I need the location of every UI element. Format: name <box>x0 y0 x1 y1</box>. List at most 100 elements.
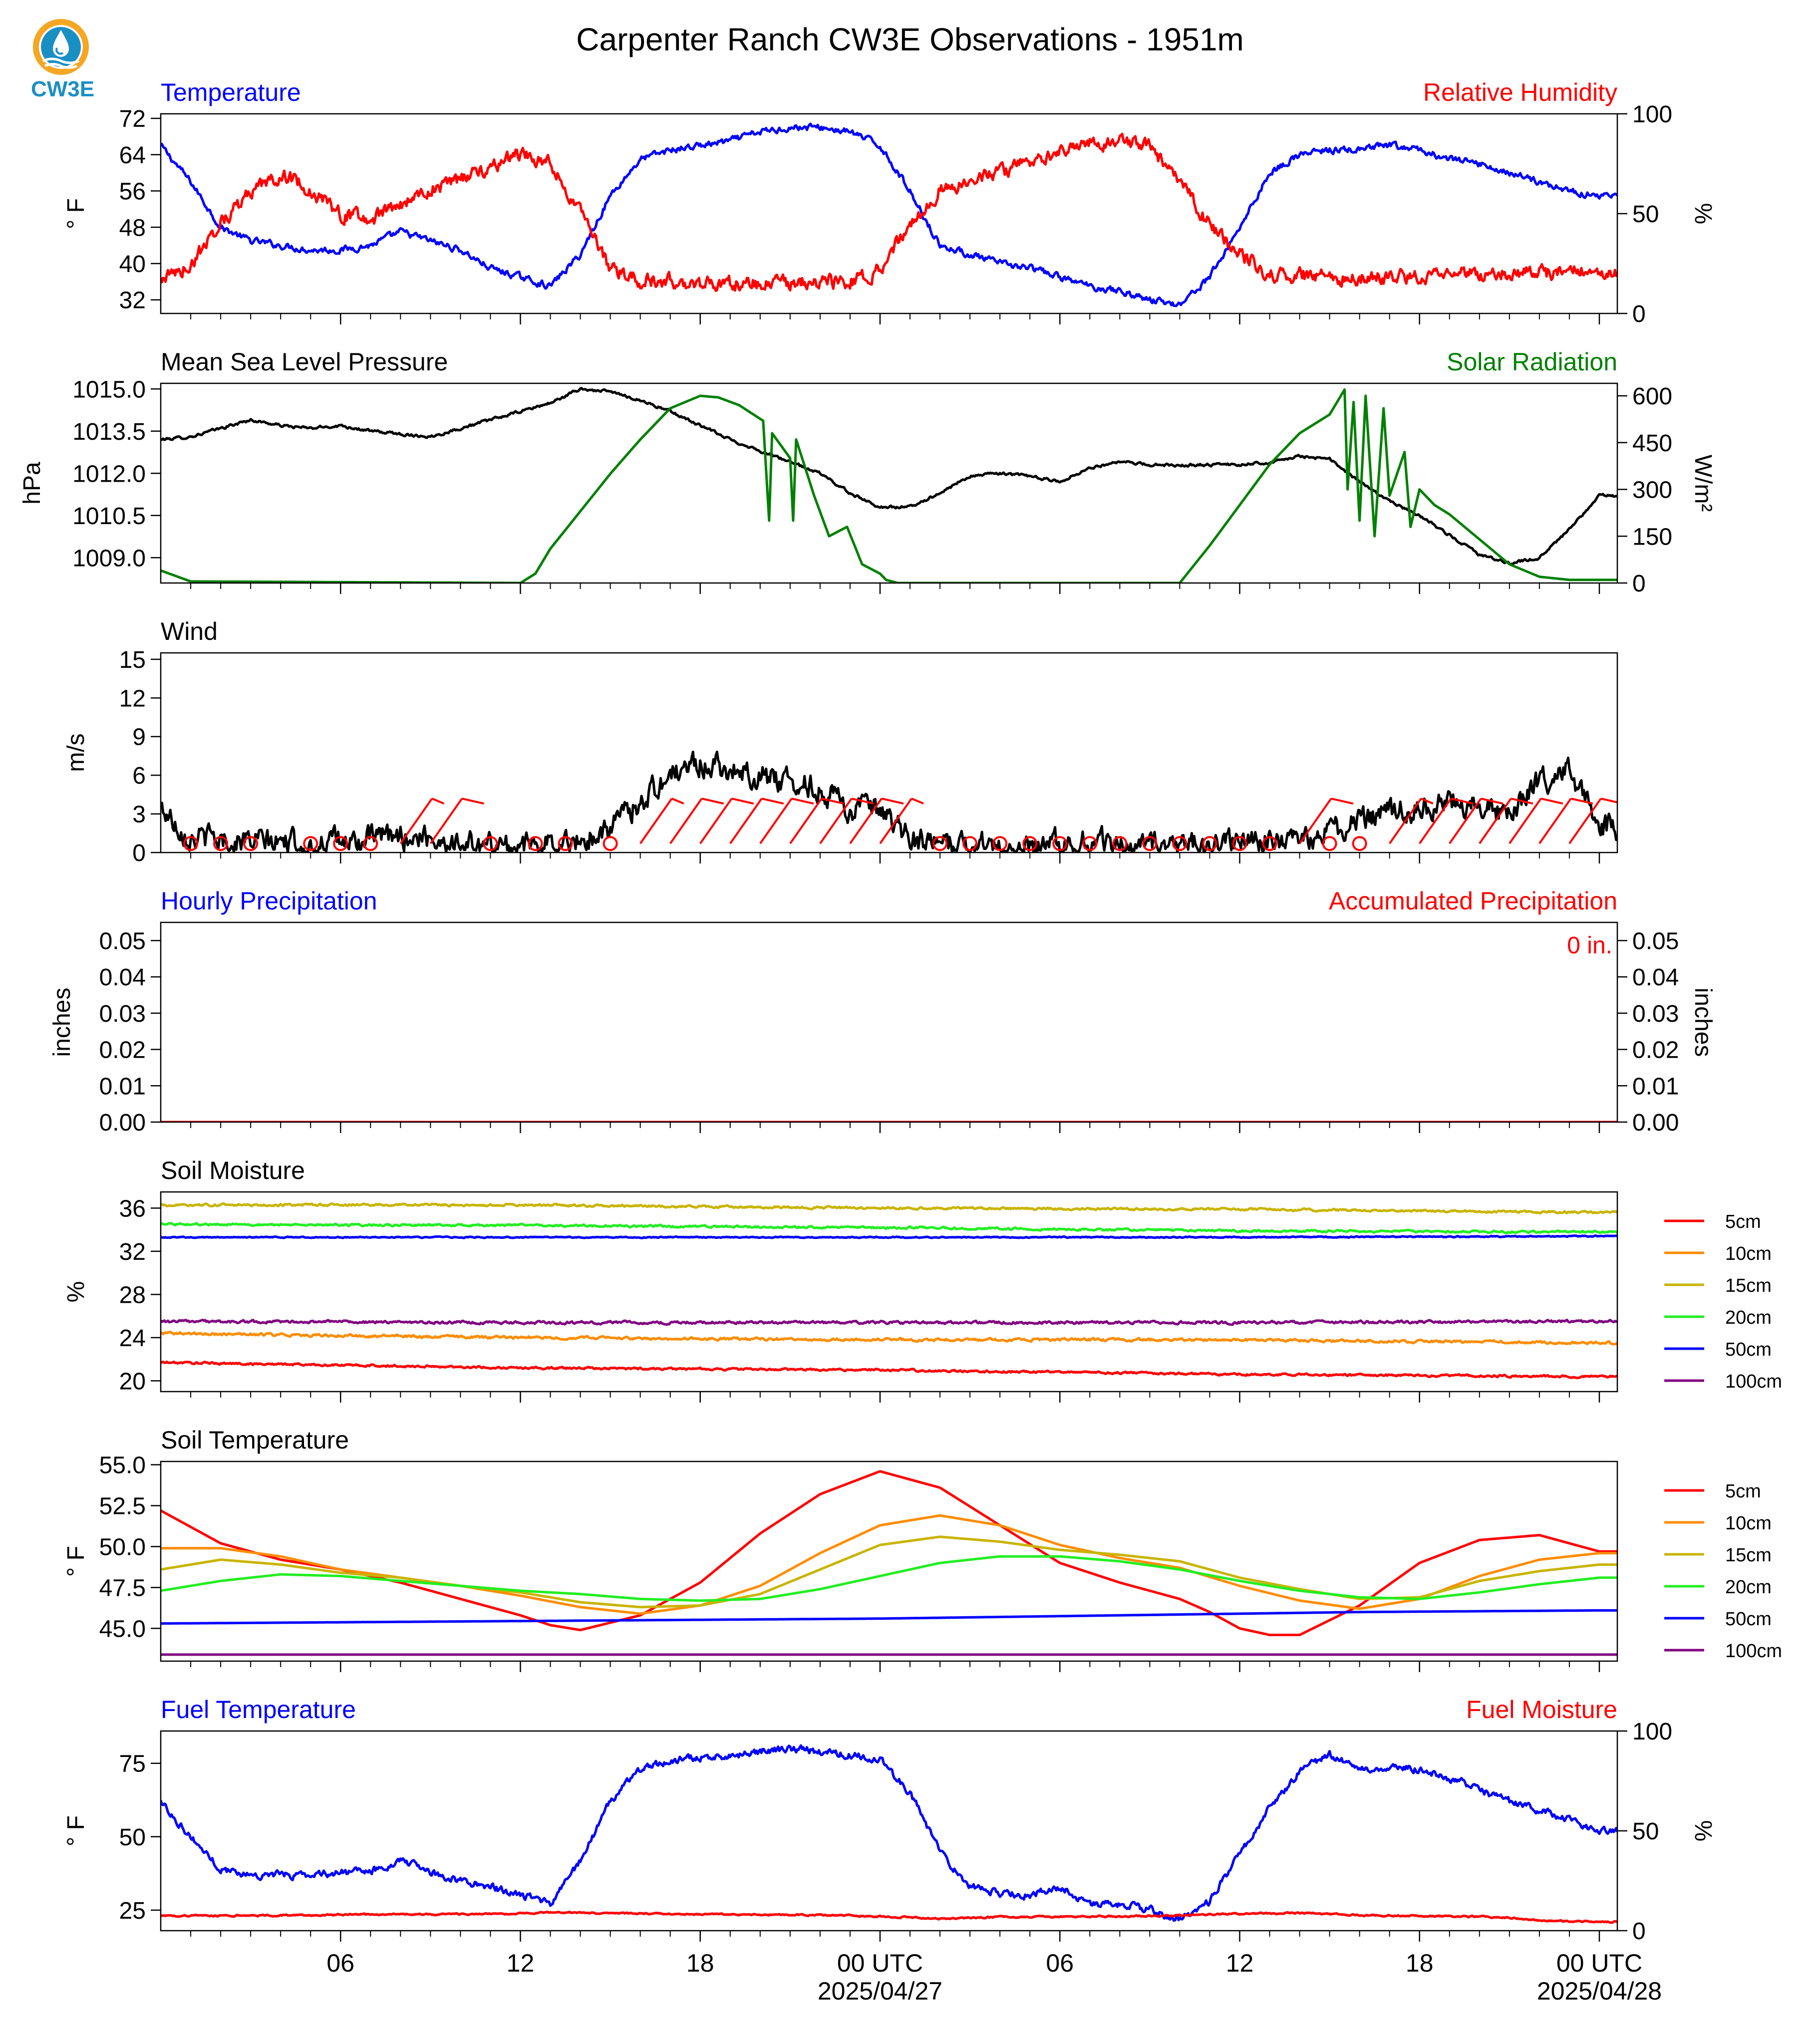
x-tick-label: 06 <box>1046 1949 1074 1977</box>
panel-title-right: Accumulated Precipitation <box>1329 887 1617 915</box>
y-tick-label-right: 150 <box>1632 524 1672 550</box>
panel-title-right: Relative Humidity <box>1423 78 1617 106</box>
wind-barb-flag <box>911 798 924 805</box>
y-tick-label: 56 <box>119 179 146 205</box>
wind-barb-flag <box>1511 797 1533 805</box>
wind-barb-shaft <box>669 798 703 845</box>
y-axis-label: ° F <box>63 198 89 229</box>
y-tick-label: 52.5 <box>99 1493 146 1520</box>
wind-barb-calm <box>1202 836 1217 851</box>
panel-pressure_solar: Mean Sea Level Pressure Solar Radiation 10… <box>19 348 1716 597</box>
y-tick-label: 0.05 <box>99 928 146 954</box>
wind-barb-calm <box>1352 836 1367 851</box>
wind-barb-shaft <box>399 798 433 845</box>
y-tick-label: 1009.0 <box>72 545 146 572</box>
series-line-left <box>161 1744 1617 1922</box>
wind-barb-shaft <box>1449 798 1482 845</box>
y-tick-label: 15 <box>119 647 146 673</box>
y-tick-label: 6 <box>132 763 146 789</box>
plot-frame <box>160 1730 1618 1932</box>
series-line-50cm <box>161 1234 1617 1239</box>
series-line-right <box>161 1910 1617 1924</box>
wind-barb-calm <box>303 836 318 851</box>
y-tick-label: 0.00 <box>99 1110 146 1136</box>
panel-title-left: Mean Sea Level Pressure <box>161 348 448 376</box>
x-date-label: 2025/04/28 <box>1537 1977 1662 2005</box>
panel-title-left: Hourly Precipitation <box>161 887 377 915</box>
y-tick-label-right: 0.00 <box>1632 1110 1679 1136</box>
x-tick-label: 06 <box>326 1949 354 1977</box>
y-tick-label: 0.02 <box>99 1037 146 1064</box>
legend-label: 50cm <box>1725 1609 1772 1630</box>
wind-barb-shaft <box>1479 798 1512 845</box>
data-layer <box>161 750 1617 853</box>
plot-frame <box>160 1460 1618 1662</box>
series-line-left <box>161 122 1617 307</box>
legend-label: 50cm <box>1725 1339 1772 1360</box>
y-tick-label-right: 450 <box>1632 430 1672 457</box>
y-tick-label: 36 <box>119 1195 146 1222</box>
legend-label: 100cm <box>1725 1641 1782 1662</box>
wind-barb-calm <box>1172 836 1188 851</box>
y-tick-label-right: 0 <box>1632 1918 1646 1945</box>
wind-barb-flag <box>1481 797 1504 805</box>
panel-wind: Wind 0 3 6 9 12 15 m/s <box>63 617 1618 867</box>
wind-barb-calm <box>1262 836 1277 851</box>
y-tick-label: 0.01 <box>99 1073 146 1100</box>
wind-barb-flag <box>1570 797 1593 805</box>
y-axis-label-right: W/m² <box>1690 455 1716 512</box>
series-line-5cm <box>161 1360 1617 1380</box>
wind-barb-flag <box>701 797 724 805</box>
y-tick-label-right: 600 <box>1632 383 1672 410</box>
x-tick-label: 18 <box>1406 1949 1434 1977</box>
y-tick-label-right: 0.02 <box>1632 1037 1679 1064</box>
y-axis-label-right: % <box>1690 1820 1716 1842</box>
wind-barb-calm <box>483 836 498 851</box>
wind-barb-shaft <box>759 798 793 845</box>
data-layer <box>161 1202 1617 1380</box>
wind-barb-flag <box>1421 798 1434 805</box>
y-tick-label: 75 <box>119 1751 146 1777</box>
y-axis-label: m/s <box>63 733 89 772</box>
panel-title-left: Temperature <box>161 78 301 106</box>
series-line-20cm <box>161 1222 1617 1234</box>
x-tick-label: 00 UTC <box>837 1949 923 1977</box>
y-tick-label: 50 <box>119 1824 146 1851</box>
wind-barb-calm <box>1112 836 1128 851</box>
wind-barb-calm <box>962 836 978 851</box>
panel-title-left: Soil Temperature <box>161 1426 349 1454</box>
legend: 5cm 10cm 15cm 20cm 50cm 100cm <box>1664 1481 1782 1662</box>
wind-barb-shaft <box>849 798 883 845</box>
y-tick-label-right: 0 <box>1632 571 1646 597</box>
cw3e-logo-icon <box>33 19 89 75</box>
wind-barb-shaft <box>1389 798 1422 845</box>
data-layer <box>161 122 1617 307</box>
wind-barb-calm <box>243 836 259 851</box>
wind-barb-shaft <box>1298 798 1332 845</box>
y-tick-label-right: 100 <box>1632 1719 1672 1745</box>
panel-title-right: Fuel Moisture <box>1466 1696 1617 1724</box>
wind-barb-flag <box>462 797 484 805</box>
panel-temp_rh: Temperature Relative Humidity 32 40 48 56 64 72… <box>63 78 1716 327</box>
wind-barb-flag <box>1540 797 1563 805</box>
wind-barb-flag <box>431 798 445 805</box>
y-tick-label: 64 <box>119 142 146 169</box>
page-title: Carpenter Ranch CW3E Observations - 1951… <box>576 21 1244 57</box>
y-tick-label: 0.03 <box>99 1001 146 1027</box>
wind-barb-flag <box>881 797 904 805</box>
wind-barb-calm <box>1232 836 1247 851</box>
wind-barb-shaft <box>879 798 912 845</box>
legend-label: 5cm <box>1725 1481 1761 1502</box>
legend-label: 20cm <box>1725 1307 1772 1328</box>
y-tick-label: 24 <box>119 1325 146 1352</box>
wind-barb-flag <box>1451 797 1474 805</box>
y-tick-label: 9 <box>132 724 146 751</box>
wind-barb-shaft <box>1568 798 1602 845</box>
y-axis-label-right: % <box>1690 203 1716 225</box>
wind-barb-calm <box>183 836 199 851</box>
y-tick-label-right: 50 <box>1632 201 1659 228</box>
y-tick-label: 40 <box>119 251 146 278</box>
y-tick-label: 47.5 <box>99 1575 146 1601</box>
cw3e-logo: CW3E <box>30 15 110 105</box>
